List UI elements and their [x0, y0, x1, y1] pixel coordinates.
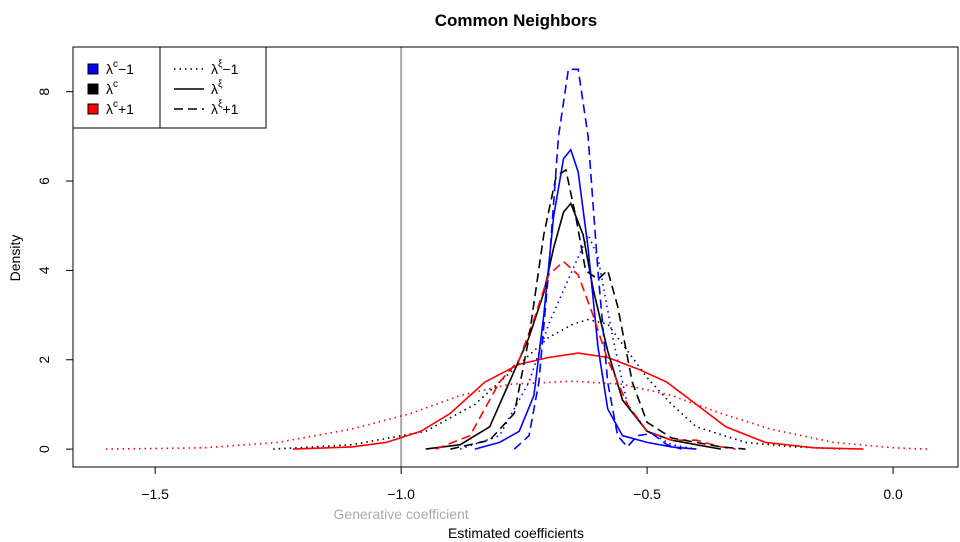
legend-superscript: ξ — [218, 59, 223, 70]
density-curve — [105, 380, 928, 450]
legend-superscript: c — [113, 79, 118, 90]
x-tick-label: −1.5 — [141, 486, 169, 502]
legend-label: λξ — [211, 79, 223, 97]
x-tick-label: −0.5 — [633, 486, 661, 502]
legend-swatch — [87, 63, 99, 75]
x-tick-label: −1.0 — [387, 486, 415, 502]
x-axis-label: Estimated coefficients — [448, 525, 584, 541]
legend-label: λc−1 — [106, 59, 134, 77]
legend-symbol: λ — [211, 81, 218, 97]
y-tick-label: 6 — [36, 177, 52, 185]
y-tick-label: 2 — [36, 356, 52, 364]
legend-label: λc+1 — [106, 99, 134, 117]
legend-symbol: λ — [106, 61, 113, 77]
y-axis-label: Density — [7, 235, 23, 282]
legend-label: λξ−1 — [211, 59, 239, 77]
density-curve — [292, 352, 864, 450]
legend-symbol: λ — [106, 81, 113, 97]
legend-symbol: λ — [211, 101, 218, 117]
legend-swatch — [87, 103, 99, 115]
plot-frame — [72, 46, 959, 468]
y-tick-label: 8 — [36, 88, 52, 96]
chart-title: Common Neighbors — [435, 11, 597, 30]
legend-superscript: c — [113, 59, 118, 70]
legend-label: λc — [106, 79, 118, 97]
legend-symbol: λ — [106, 101, 113, 117]
y-tick-label: 4 — [36, 266, 52, 274]
legend-symbol: λ — [211, 61, 218, 77]
legend-box — [159, 46, 267, 129]
density-curve — [513, 68, 682, 450]
density-curve — [425, 201, 722, 450]
reference-label: Generative coefficient — [334, 506, 469, 522]
legend-suffix: +1 — [222, 101, 238, 117]
legend-superscript: ξ — [218, 99, 223, 110]
legend-superscript: c — [113, 99, 118, 110]
legend-suffix: −1 — [118, 61, 134, 77]
density-curve — [273, 318, 844, 450]
legend-suffix: −1 — [222, 61, 238, 77]
density-curve — [459, 232, 697, 450]
density-curve — [450, 168, 746, 450]
x-tick-label: 0.0 — [883, 486, 903, 502]
legend-swatch — [87, 83, 99, 95]
legend-suffix: +1 — [118, 101, 134, 117]
density-curve — [474, 148, 697, 450]
legend-label: λξ+1 — [211, 99, 239, 117]
y-tick-label: 0 — [36, 445, 52, 453]
legend-superscript: ξ — [218, 79, 223, 90]
